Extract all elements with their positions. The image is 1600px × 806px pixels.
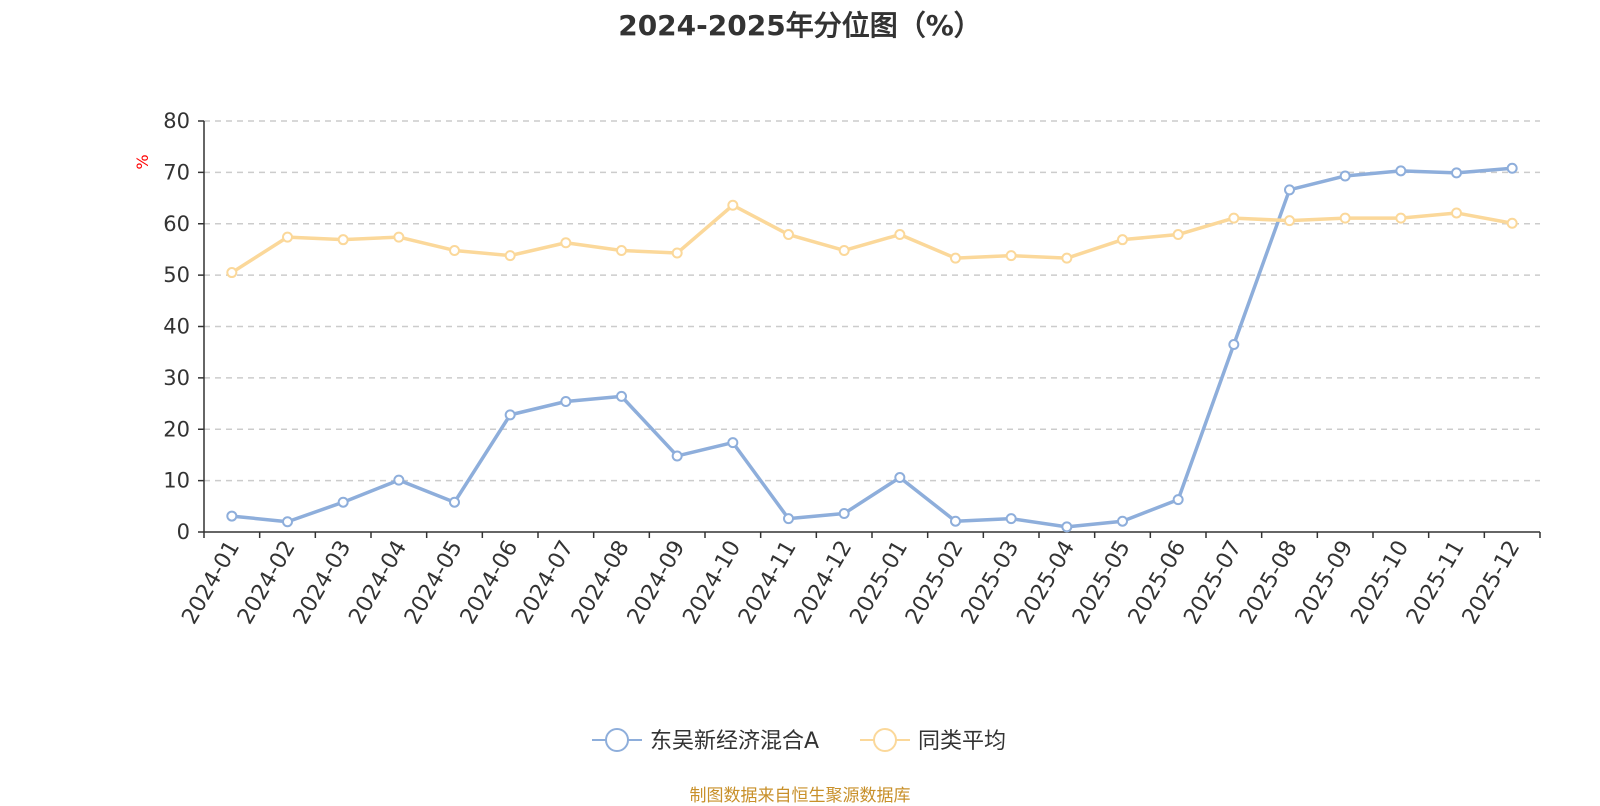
data-point (1117, 234, 1128, 246)
data-point (1005, 513, 1017, 525)
data-point (671, 247, 683, 259)
data-point (1005, 250, 1017, 262)
chart-title: 2024-2025年分位图（%） (618, 9, 982, 42)
legend-marker (605, 728, 629, 752)
data-point (1395, 165, 1407, 177)
data-point (504, 250, 516, 262)
legend-marker (873, 728, 897, 752)
y-tick-label: 20 (163, 417, 190, 441)
y-tick-label: 40 (163, 315, 190, 339)
data-source-note: 制图数据来自恒生聚源数据库 (689, 786, 911, 806)
data-point (337, 496, 349, 508)
data-point (950, 515, 961, 527)
legend-label: 东吴新经济混合A (650, 729, 819, 754)
series-lines (226, 162, 1518, 533)
data-point (449, 496, 460, 508)
data-point (337, 234, 349, 246)
data-point (616, 390, 627, 402)
data-point (1228, 338, 1240, 350)
legend: 东吴新经济混合A 同类平均 (592, 728, 1006, 754)
series-line (230, 203, 1513, 275)
data-point (504, 409, 516, 421)
data-point (1284, 215, 1295, 227)
axes (203, 121, 1540, 533)
legend-item[interactable]: 同类平均 (860, 728, 1006, 754)
series-1 (226, 162, 1518, 533)
data-point (838, 244, 850, 256)
data-point (783, 229, 794, 241)
data-point (1451, 207, 1462, 219)
y-tick-label: 50 (163, 263, 190, 287)
series-line (231, 166, 1513, 529)
data-point (226, 510, 238, 522)
y-tick-label: 30 (163, 366, 190, 390)
grid-lines (204, 120, 1540, 482)
data-point (393, 231, 405, 243)
data-point (616, 244, 627, 256)
legend-item[interactable]: 东吴新经济混合A (592, 728, 819, 754)
series-2 (226, 199, 1518, 279)
y-tick-label: 60 (163, 212, 190, 236)
data-point (1061, 521, 1073, 533)
data-point (783, 513, 794, 525)
data-point (282, 231, 293, 243)
data-point (1061, 252, 1073, 264)
data-point (1172, 229, 1184, 241)
data-point (1451, 167, 1462, 179)
data-point (671, 450, 683, 462)
data-point (838, 508, 850, 520)
data-point (1506, 217, 1518, 229)
data-point (894, 472, 906, 484)
legend-label: 同类平均 (918, 729, 1006, 754)
data-point (1117, 515, 1128, 527)
data-point (894, 229, 906, 241)
data-point (950, 252, 961, 264)
data-point (1339, 212, 1351, 224)
y-tick-label: 10 (163, 469, 190, 493)
data-point (727, 437, 739, 449)
data-point (1228, 212, 1240, 224)
data-point (1506, 162, 1518, 174)
data-point (1339, 170, 1351, 182)
y-tick-label: 0 (177, 520, 190, 544)
data-point (1395, 212, 1407, 224)
y-axis-label: % (133, 154, 152, 169)
data-point (282, 516, 293, 528)
y-tick-label: 80 (163, 109, 190, 133)
data-point (226, 267, 238, 279)
data-point (1172, 494, 1184, 506)
data-point (560, 396, 572, 408)
data-point (727, 199, 739, 211)
data-point (449, 244, 460, 256)
y-axis-ticks: 0 10 20 30 40 50 60 70 80 (163, 109, 204, 544)
data-point (1284, 184, 1295, 196)
data-point (393, 474, 405, 486)
x-axis-ticks: 2024-012024-022024-032024-042024-052024-… (177, 532, 1541, 629)
data-point (560, 237, 572, 249)
y-tick-label: 70 (163, 160, 190, 184)
